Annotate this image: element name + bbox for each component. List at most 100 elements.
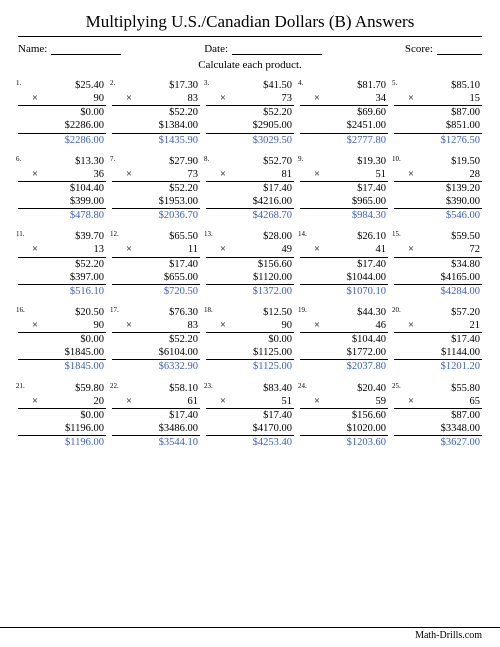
multiplicand: $13.30 [18,155,106,168]
multiplier: 90 [94,319,105,332]
times-icon: × [126,319,132,332]
name-blank [51,45,121,55]
multiplicand: $25.40 [18,79,106,92]
times-icon: × [32,243,38,256]
partial-1: $17.40 [112,409,200,422]
multiplicand: $41.50 [206,79,294,92]
problem: 23.$83.40×51$17.40$4170.00$4253.40 [206,382,294,450]
answer: $478.80 [18,209,106,222]
times-icon: × [408,319,414,332]
partial-2: $1953.00 [112,195,200,209]
problem-grid: 1.$25.40×90$0.00$2286.00$2286.002.$17.30… [18,79,482,449]
multiplier-row: × 83 [112,92,200,106]
date-label: Date: [204,43,228,55]
answer: $1203.60 [300,436,388,449]
multiplicand: $58.10 [112,382,200,395]
multiplicand: $19.50 [394,155,482,168]
times-icon: × [32,395,38,408]
multiplier: 90 [94,92,105,105]
date-field: Date: [204,43,322,55]
divider-top [18,36,482,37]
multiplier: 51 [282,395,293,408]
partial-1: $52.20 [112,333,200,346]
multiplicand: $59.50 [394,230,482,243]
times-icon: × [126,243,132,256]
partial-2: $1020.00 [300,422,388,436]
multiplier-row: × 90 [18,92,106,106]
partial-1: $104.40 [18,182,106,195]
multiplicand: $17.30 [112,79,200,92]
partial-2: $1120.00 [206,271,294,285]
partial-2: $1772.00 [300,346,388,360]
problem: 25.$55.80×65$87.00$3348.00$3627.00 [394,382,482,450]
multiplicand: $76.30 [112,306,200,319]
multiplier: 13 [94,243,105,256]
problem-number: 25. [392,382,401,391]
instruction: Calculate each product. [18,59,482,71]
problem: 6.$13.30×36$104.40$399.00$478.80 [18,155,106,223]
times-icon: × [32,92,38,105]
partial-1: $156.60 [206,258,294,271]
times-icon: × [408,243,414,256]
partial-1: $34.80 [394,258,482,271]
answer: $6332.90 [112,360,200,373]
multiplicand: $20.50 [18,306,106,319]
problem: 19.$44.30×46$104.40$1772.00$2037.80 [300,306,388,374]
answer: $4284.00 [394,285,482,298]
meta-row: Name: Date: Score: [18,43,482,55]
multiplier: 49 [282,243,293,256]
multiplier: 21 [470,319,481,332]
problem-number: 18. [204,306,213,315]
answer: $3627.00 [394,436,482,449]
multiplier-row: ×61 [112,395,200,409]
multiplier: 83 [188,92,199,105]
partial-1: $52.20 [112,106,200,119]
multiplicand: $20.40 [300,382,388,395]
times-icon: × [314,92,320,105]
multiplier: 20 [94,395,105,408]
multiplier-row: × 20 [18,395,106,409]
partial-1: $0.00 [18,106,106,119]
problem-number: 21. [16,382,25,391]
problem-number: 6. [16,155,21,164]
multiplier-row: × 51 [206,395,294,409]
times-icon: × [220,319,226,332]
answer: $2037.80 [300,360,388,373]
problem-number: 5. [392,79,397,88]
multiplier: 72 [470,243,481,256]
multiplicand: $57.20 [394,306,482,319]
partial-1: $17.40 [300,258,388,271]
answer: $2777.80 [300,134,388,147]
multiplier-row: ×41 [300,243,388,257]
multiplier-row: ×59 [300,395,388,409]
multiplicand: $26.10 [300,230,388,243]
problem: 21.$59.80×20$0.00$1196.00$1196.00 [18,382,106,450]
problem: 10.$19.50×28$139.20$390.00$546.00 [394,155,482,223]
problem-number: 13. [204,230,213,239]
problem: 7.$27.90×73$52.20$1953.00$2036.70 [112,155,200,223]
partial-2: $390.00 [394,195,482,209]
partial-1: $17.40 [112,258,200,271]
problem-number: 10. [392,155,401,164]
partial-1: $69.60 [300,106,388,119]
partial-2: $1845.00 [18,346,106,360]
problem-number: 19. [298,306,307,315]
problem: 18.$12.50×90$0.00$1125.00$1125.00 [206,306,294,374]
problem: 22.$58.10×61$17.40$3486.00$3544.10 [112,382,200,450]
partial-2: $2905.00 [206,119,294,133]
problem: 20.$57.20×21$17.40$1144.00$1201.20 [394,306,482,374]
times-icon: × [220,395,226,408]
multiplicand: $52.70 [206,155,294,168]
times-icon: × [408,395,414,408]
problem-number: 15. [392,230,401,239]
times-icon: × [220,92,226,105]
partial-1: $17.40 [300,182,388,195]
multiplier: 41 [376,243,387,256]
times-icon: × [126,92,132,105]
multiplier-row: × 72 [394,243,482,257]
problem-number: 17. [110,306,119,315]
problem-number: 22. [110,382,119,391]
times-icon: × [220,243,226,256]
footer: Math-Drills.com [0,627,500,641]
partial-1: $104.40 [300,333,388,346]
